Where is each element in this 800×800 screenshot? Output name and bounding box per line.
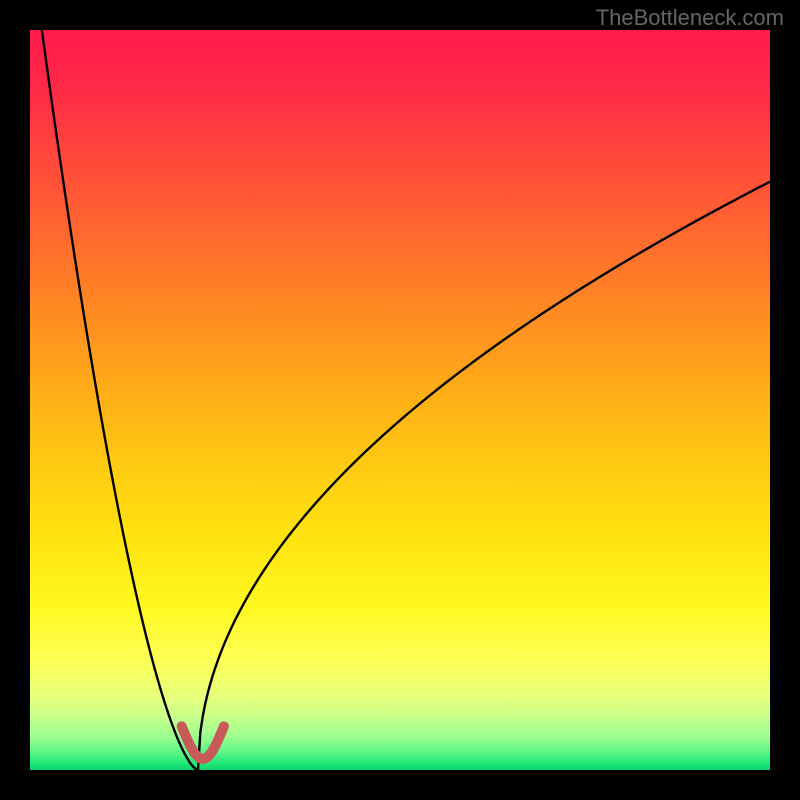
curve-layer (30, 30, 770, 770)
watermark-text: TheBottleneck.com (596, 5, 784, 31)
plot-area (30, 30, 770, 770)
chart-root: TheBottleneck.com (0, 0, 800, 800)
optimal-marker (182, 726, 224, 759)
bottleneck-curve (42, 30, 770, 770)
